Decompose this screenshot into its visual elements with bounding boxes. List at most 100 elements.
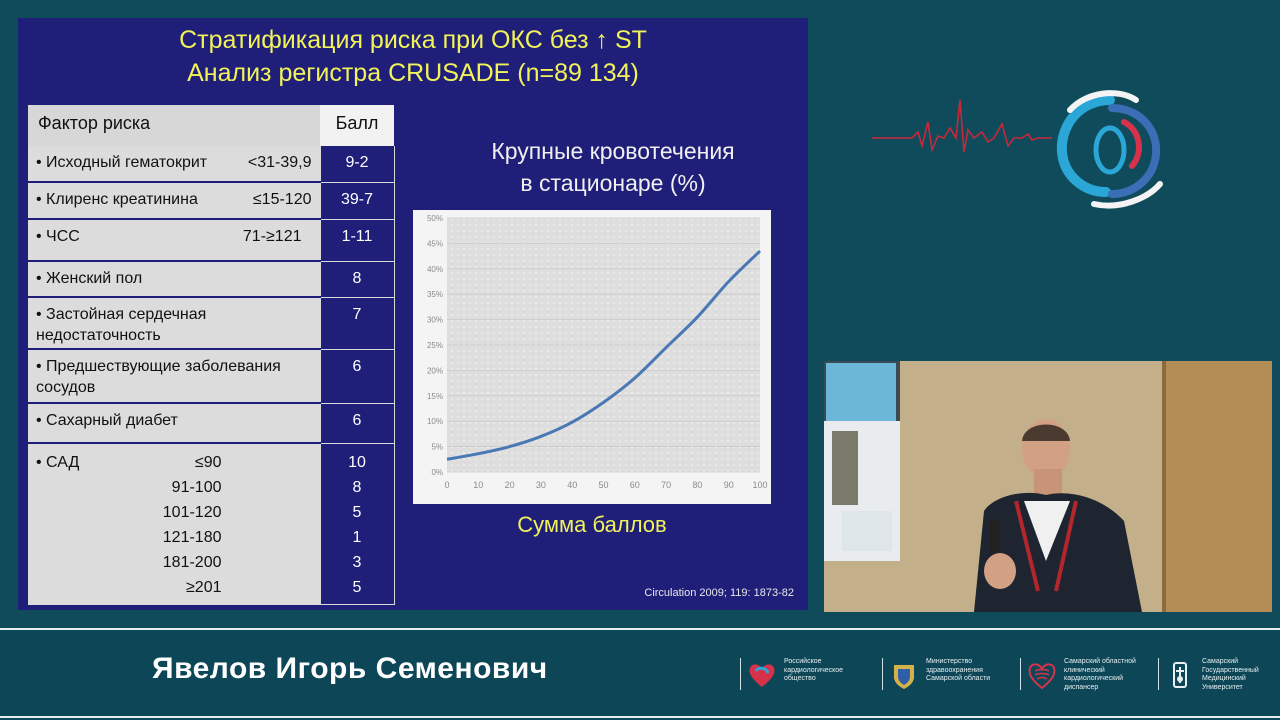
- lower-third-banner: Явелов Игорь Семенович Российское кардио…: [0, 628, 1280, 718]
- y-tick-label: 5%: [431, 443, 443, 452]
- factor-label: • Предшествующие заболевания сосудов: [36, 358, 281, 396]
- x-axis-ticks: 0 10 20 30 40 50 60 70 80 90 100: [444, 480, 767, 490]
- sad-score: 10: [348, 453, 366, 471]
- factor-cell: • Предшествующие заболевания сосудов: [28, 349, 320, 404]
- heart-logo-icon: [749, 664, 775, 687]
- y-tick-label: 0%: [431, 468, 443, 477]
- x-tick-label: 30: [536, 480, 546, 490]
- table-row: • Женский пол 8: [28, 261, 395, 298]
- header-score: Балл: [320, 105, 394, 146]
- factor-cell: • Исходный гематокрит <31-39,9: [28, 146, 320, 183]
- x-tick-label: 80: [692, 480, 702, 490]
- y-tick-label: 45%: [427, 239, 443, 248]
- y-tick-label: 25%: [427, 341, 443, 350]
- factor-label: • ЧСС: [36, 228, 80, 245]
- slide-title-line-1: Стратификация риска при ОКС без ↑ ST: [179, 26, 647, 54]
- table-row: • Застойная сердечная недостаточность 7: [28, 297, 395, 350]
- heart-lines-icon: [1028, 663, 1056, 690]
- y-axis-ticks: 0% 5% 10% 15% 20% 25% 30% 35% 40% 45% 50%: [427, 214, 443, 477]
- table-row-sad: • САД ≤90 91-100 101-120 121-180 181-200 …: [28, 443, 395, 605]
- sad-score: 1: [352, 528, 362, 546]
- factor-range: 71-≥121: [242, 228, 302, 245]
- factor-label: • Женский пол: [36, 270, 143, 287]
- x-tick-label: 90: [724, 480, 734, 490]
- sad-range: 91-100: [171, 479, 222, 496]
- factor-range: <31-39,9: [247, 154, 312, 171]
- table-row: • Клиренс креатинина ≤15-120 39-7: [28, 182, 395, 220]
- table-row: • Исходный гематокрит <31-39,9 9-2: [28, 146, 395, 183]
- table-row: • ЧСС 71-≥121 1-11: [28, 219, 395, 262]
- org-text: Самарский областной клинический кардиоло…: [1064, 658, 1136, 691]
- y-tick-label: 15%: [427, 392, 443, 401]
- chart-svg: 0% 5% 10% 15% 20% 25% 30% 35% 40% 45% 50% 0 10 20 30 4…: [427, 214, 768, 490]
- presentation-slide: Стратификация риска при ОКС без ↑ ST Ана…: [18, 18, 808, 610]
- series-line: [446, 249, 762, 461]
- x-tick-label: 10: [473, 480, 483, 490]
- score-cell: 7: [319, 297, 395, 350]
- factor-cell: • Застойная сердечная недостаточность: [28, 297, 320, 350]
- x-tick-label: 20: [505, 480, 515, 490]
- factor-label: • Сахарный диабет: [36, 412, 178, 429]
- citation: Circulation 2009; 119: 1873-82: [644, 587, 794, 599]
- y-tick-label: 50%: [427, 214, 443, 223]
- camera-view: [824, 361, 1272, 612]
- score-cell-sad: 10 8 5 1 3 5: [319, 443, 395, 605]
- sad-score: 5: [352, 503, 362, 521]
- score-cell: 9-2: [319, 146, 395, 183]
- grid-lines: [447, 217, 760, 473]
- ecg-line-icon: [872, 99, 1052, 153]
- score-cell: 1-11: [319, 219, 395, 262]
- chart-title-line-2: в стационаре (%): [520, 170, 706, 196]
- org-text: Министерство здравоохранения Самарской о…: [926, 658, 991, 682]
- factor-label: • САД: [36, 454, 80, 471]
- score-cell: 6: [319, 349, 395, 404]
- sad-score: 8: [352, 478, 362, 496]
- sad-score: 5: [352, 578, 362, 596]
- chart-title-line-1: Крупные кровотечения: [491, 138, 735, 164]
- x-tick-label: 100: [752, 480, 767, 490]
- factor-label: • Исходный гематокрит: [36, 154, 208, 171]
- y-tick-label: 35%: [427, 290, 443, 299]
- x-tick-label: 0: [444, 480, 449, 490]
- factor-label: • Застойная сердечная недостаточность: [36, 306, 207, 344]
- slide-title: Стратификация риска при ОКС без ↑ ST Ана…: [18, 24, 808, 90]
- sad-range: 121-180: [162, 529, 222, 546]
- table-row: • Сахарный диабет 6: [28, 403, 395, 444]
- factor-label: • Клиренс креатинина: [36, 191, 198, 208]
- x-tick-label: 70: [661, 480, 671, 490]
- conference-logo-icon: [1056, 90, 1163, 209]
- factor-cell-sad: • САД ≤90 91-100 101-120 121-180 181-200 …: [28, 443, 320, 605]
- factor-cell: • ЧСС 71-≥121: [28, 219, 320, 262]
- university-emblem-icon: [1173, 662, 1187, 688]
- score-cell: 8: [319, 261, 395, 298]
- y-tick-label: 40%: [427, 265, 443, 274]
- org-text: Самарский Государственный Медицинский Ун…: [1202, 658, 1259, 691]
- org-text: Российское кардиологическое общество: [784, 658, 844, 682]
- coat-of-arms-icon: [894, 665, 914, 689]
- table-row: • Предшествующие заболевания сосудов 6: [28, 349, 395, 404]
- table-header-row: Фактор риска Балл: [28, 105, 394, 146]
- speaker-name: Явелов Игорь Семенович: [152, 652, 548, 685]
- factor-cell: • Сахарный диабет: [28, 403, 320, 444]
- factor-cell: • Женский пол: [28, 261, 320, 298]
- score-cell: 39-7: [319, 182, 395, 220]
- factor-cell: • Клиренс креатинина ≤15-120: [28, 182, 320, 220]
- sad-range: 181-200: [162, 554, 222, 571]
- x-tick-label: 60: [630, 480, 640, 490]
- sad-score: 3: [352, 553, 362, 571]
- risk-factor-table: Фактор риска Балл • Исходный гематокрит <…: [28, 105, 395, 605]
- sad-range: ≥201: [186, 579, 222, 596]
- chart-x-label: Сумма баллов: [517, 512, 667, 537]
- factor-range: ≤15-120: [252, 191, 312, 208]
- y-tick-label: 30%: [427, 316, 443, 325]
- y-tick-label: 20%: [427, 366, 443, 375]
- score-cell: 6: [319, 403, 395, 444]
- bleeding-risk-chart: 0% 5% 10% 15% 20% 25% 30% 35% 40% 45% 50% 0 10 20 30 4…: [413, 210, 771, 504]
- y-tick-label: 10%: [427, 417, 443, 426]
- sad-range: ≤90: [194, 454, 222, 471]
- x-tick-label: 50: [598, 480, 608, 490]
- chart-title: Крупные кровотечения в стационаре (%): [423, 135, 803, 199]
- sad-range: 101-120: [162, 504, 222, 521]
- slide-title-line-2: Анализ регистра CRUSADE (n=89 134): [187, 59, 639, 87]
